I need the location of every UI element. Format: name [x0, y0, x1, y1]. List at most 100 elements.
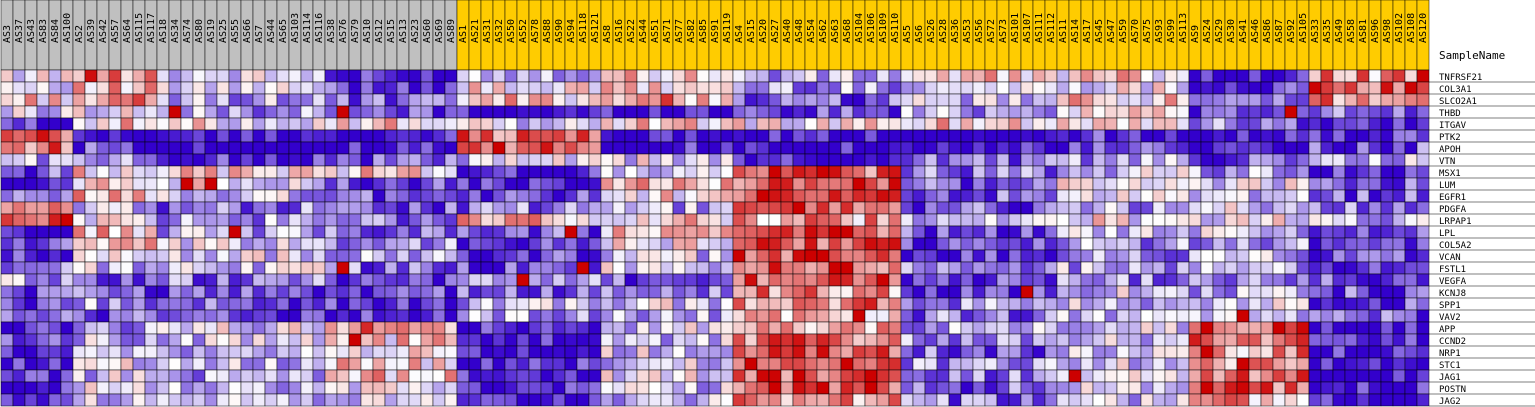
heatmap-cell [60, 369, 74, 383]
heatmap-cell [1116, 201, 1130, 215]
heatmap-cell [168, 213, 182, 227]
heatmap-cell [1020, 93, 1034, 107]
heatmap-cell [852, 141, 866, 155]
heatmap-cell [972, 189, 986, 203]
heatmap-cell [948, 297, 962, 311]
row-label: THBD [1439, 109, 1461, 119]
heatmap-cell [888, 369, 902, 383]
heatmap-cell [312, 117, 326, 131]
heatmap-cell [972, 285, 986, 299]
row-label: LUM [1439, 181, 1456, 191]
heatmap-cell [408, 369, 422, 383]
heatmap-cell [252, 369, 266, 383]
heatmap-cell [1236, 285, 1250, 299]
heatmap-cell [72, 129, 86, 143]
heatmap-cell [720, 201, 734, 215]
heatmap-cell [864, 189, 878, 203]
heatmap-cell [648, 81, 662, 95]
heatmap-cell [756, 333, 770, 347]
heatmap-cell [780, 141, 794, 155]
heatmap-cell [1176, 333, 1190, 347]
heatmap-cell [420, 381, 434, 395]
heatmap-cell [324, 321, 338, 335]
heatmap-cell [768, 93, 782, 107]
heatmap-cell [912, 369, 926, 383]
heatmap-cell [516, 261, 530, 275]
heatmap-cell [1392, 201, 1406, 215]
heatmap-cell [756, 129, 770, 143]
heatmap-cell [660, 393, 674, 407]
heatmap-cell [900, 165, 914, 179]
heatmap-cell [648, 129, 662, 143]
heatmap-cell [84, 285, 98, 299]
heatmap-cell [348, 165, 362, 179]
heatmap-cell [780, 321, 794, 335]
heatmap-cell [252, 357, 266, 371]
heatmap-cell [636, 309, 650, 323]
heatmap-cell [780, 153, 794, 167]
heatmap-cell [168, 285, 182, 299]
heatmap-cell [1320, 237, 1334, 251]
heatmap-cell [612, 165, 626, 179]
heatmap-cell [264, 213, 278, 227]
heatmap-cell [1248, 285, 1262, 299]
heatmap-cell [204, 105, 218, 119]
column-label: AS9 [1190, 25, 1201, 43]
heatmap-cell [1020, 297, 1034, 311]
heatmap-cell [48, 189, 62, 203]
heatmap-cell [1200, 345, 1214, 359]
heatmap-cell [288, 165, 302, 179]
heatmap-cell [120, 297, 134, 311]
heatmap-cell [648, 153, 662, 167]
heatmap-cell [1344, 105, 1358, 119]
heatmap-cell [1332, 357, 1346, 371]
heatmap-cell [804, 213, 818, 227]
heatmap-cell [456, 237, 470, 251]
heatmap-cell [420, 285, 434, 299]
heatmap-cell [204, 165, 218, 179]
heatmap-cell [768, 381, 782, 395]
heatmap-cell [1212, 309, 1226, 323]
column-label: AS13 [398, 19, 409, 43]
heatmap-cell [780, 381, 794, 395]
heatmap-cell [984, 81, 998, 95]
heatmap-cell [624, 177, 638, 191]
heatmap-cell [1056, 105, 1070, 119]
heatmap-cell [1092, 81, 1106, 95]
heatmap-cell [600, 369, 614, 383]
heatmap-cell [504, 141, 518, 155]
heatmap-cell [264, 273, 278, 287]
heatmap-cell [168, 225, 182, 239]
heatmap-cell [1116, 213, 1130, 227]
heatmap-cell [1392, 237, 1406, 251]
heatmap-cell [804, 321, 818, 335]
heatmap-cell [1020, 393, 1034, 407]
heatmap-cell [324, 69, 338, 83]
heatmap-cell [792, 177, 806, 191]
heatmap-cell [840, 141, 854, 155]
heatmap-cell [492, 357, 506, 371]
heatmap-cell [792, 141, 806, 155]
heatmap-cell [1188, 225, 1202, 239]
heatmap-cell [1416, 309, 1430, 323]
heatmap-cell [1260, 285, 1274, 299]
heatmap-cell [1212, 213, 1226, 227]
heatmap-cell [1104, 225, 1118, 239]
heatmap-cell [972, 309, 986, 323]
heatmap-cell [1212, 225, 1226, 239]
heatmap-cell [324, 261, 338, 275]
heatmap-cell [1164, 69, 1178, 83]
heatmap-cell [1020, 105, 1034, 119]
heatmap-cell [1164, 225, 1178, 239]
heatmap-cell [336, 249, 350, 263]
heatmap-cell [1104, 105, 1118, 119]
heatmap-cell [228, 213, 242, 227]
heatmap-cell [1272, 105, 1286, 119]
heatmap-cell [792, 237, 806, 251]
heatmap-cell [1008, 309, 1022, 323]
heatmap-cell [1404, 285, 1418, 299]
heatmap-cell [324, 345, 338, 359]
heatmap-cell [72, 321, 86, 335]
heatmap-cell [1236, 225, 1250, 239]
heatmap-cell [252, 225, 266, 239]
